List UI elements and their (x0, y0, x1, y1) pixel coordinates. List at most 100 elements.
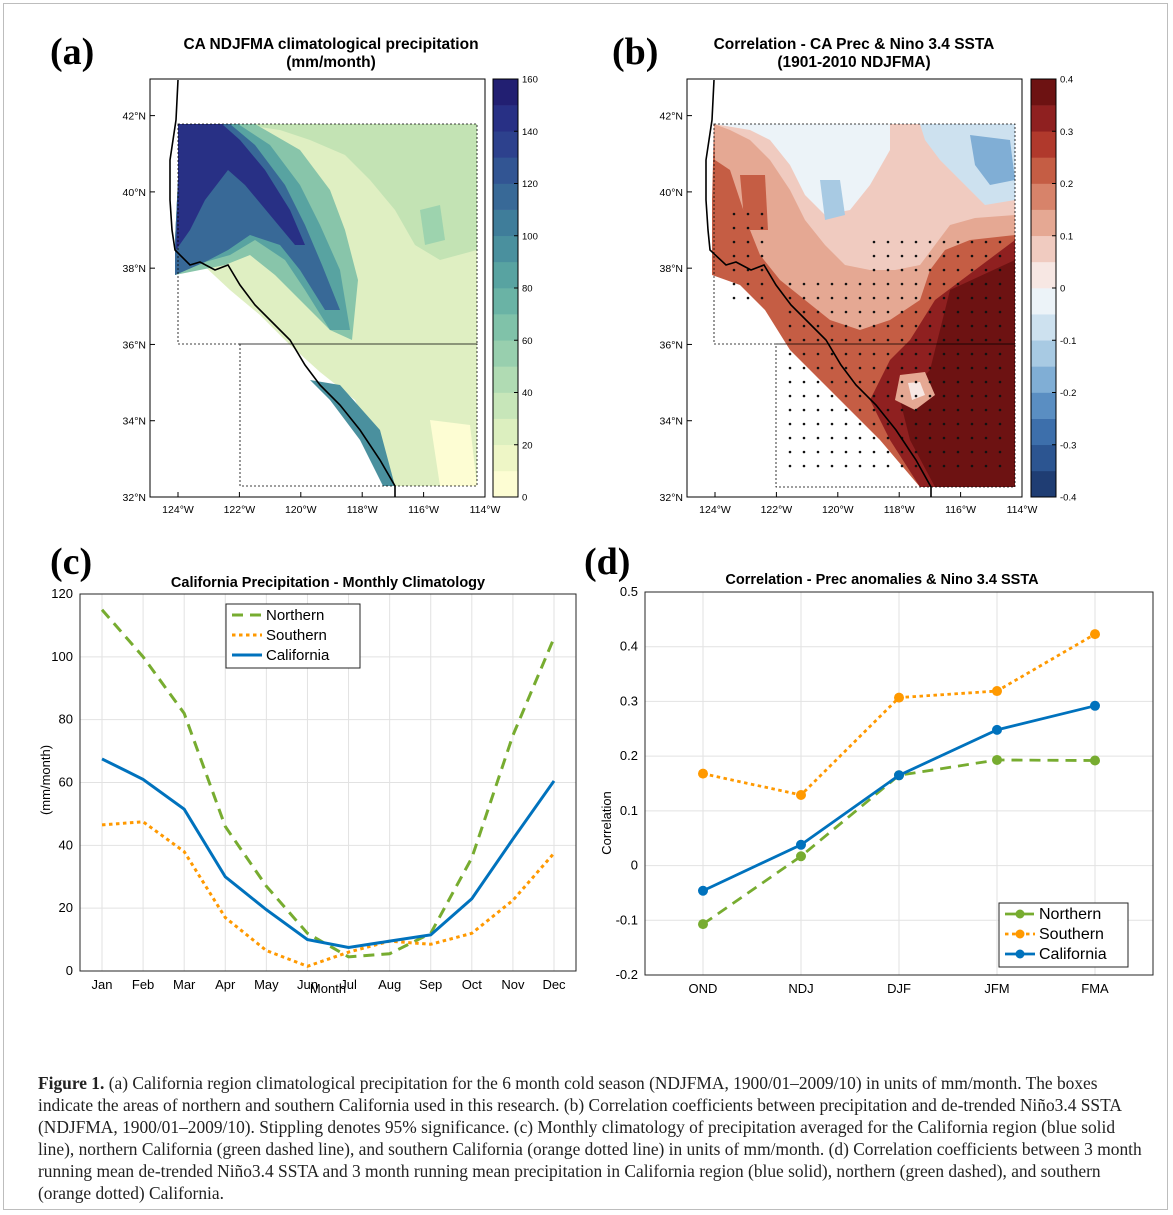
panel-d-ylabel: Correlation (599, 791, 614, 855)
lat-tick-label: 34°N (660, 416, 683, 428)
stipple-dot (858, 338, 862, 342)
colorbar-segment (1031, 235, 1056, 263)
stipple-dot (998, 282, 1002, 286)
stipple-dot (830, 436, 834, 440)
stipple-dot (942, 268, 946, 272)
stipple-dot (760, 268, 764, 272)
y-tick-label: 0 (66, 963, 73, 978)
x-tick-label: Feb (132, 977, 154, 992)
lat-tick-label: 42°N (660, 111, 683, 123)
stipple-dot (872, 296, 876, 300)
stipple-dot (886, 240, 890, 244)
figure-frame (3, 3, 1168, 1210)
lon-tick-label: 124°W (162, 504, 194, 516)
stipple-dot (970, 394, 974, 398)
stipple-dot (732, 282, 736, 286)
stipple-dot (900, 464, 904, 468)
colorbar-segment (1031, 261, 1056, 289)
stipple-dot (872, 422, 876, 426)
colorbar-tick-label: 0.4 (1060, 75, 1073, 86)
stipple-dot (760, 240, 764, 244)
stipple-dot (998, 296, 1002, 300)
colorbar-tick-label: 140 (522, 127, 538, 138)
colorbar-segment (493, 105, 518, 132)
stipple-dot (802, 380, 806, 384)
stipple-dot (872, 324, 876, 328)
colorbar-tick-label: 20 (522, 440, 533, 451)
x-tick-label: OND (689, 981, 718, 996)
stipple-dot (886, 422, 890, 426)
stipple-dot (872, 352, 876, 356)
panel-b-correlation-map: Correlation - CA Prec & Nino 3.4 SSTA (1… (660, 36, 1077, 516)
stipple-dot (998, 254, 1002, 258)
stipple-dot (900, 394, 904, 398)
stipple-dot (858, 450, 862, 454)
panel-b-lat-ticks: 32°N 34°N 36°N 38°N 40°N 42°N (660, 111, 692, 504)
stipple-dot (956, 450, 960, 454)
panel-c-axes: 0 20 40 60 80 100 120 Jan Feb Mar Apr May Jun Jul Aug S… (51, 586, 577, 992)
stipple-dot (970, 240, 974, 244)
stipple-dot (998, 436, 1002, 440)
stipple-dot (746, 296, 750, 300)
lon-tick-label: 122°W (761, 504, 793, 516)
panel-a-lon-ticks: 124°W 122°W 120°W 118°W 116°W 114°W (162, 492, 501, 516)
stipple-dot (914, 310, 918, 314)
colorbar-segment (1031, 105, 1056, 132)
lon-tick-label: 120°W (285, 504, 317, 516)
stipple-dot (816, 296, 820, 300)
stipple-dot (816, 450, 820, 454)
stipple-dot (970, 436, 974, 440)
stipple-dot (732, 226, 736, 230)
lat-tick-label: 42°N (123, 111, 146, 123)
y-tick-label: 100 (51, 649, 73, 664)
stipple-dot (970, 352, 974, 356)
stipple-dot (914, 422, 918, 426)
data-point-southern (698, 768, 708, 779)
stipple-dot (788, 408, 792, 412)
colorbar-segment (493, 314, 518, 341)
stipple-dot (956, 352, 960, 356)
x-tick-label: Apr (215, 977, 236, 992)
stipple-dot (788, 324, 792, 328)
panel-a-letter: (a) (50, 31, 95, 73)
stipple-dot (970, 282, 974, 286)
stipple-dot (942, 310, 946, 314)
colorbar-segment (1031, 131, 1056, 158)
stipple-dot (844, 296, 848, 300)
stipple-dot (970, 464, 974, 468)
data-point-california (698, 885, 708, 896)
stipple-dot (872, 310, 876, 314)
stipple-dot (732, 240, 736, 244)
stipple-dot (942, 352, 946, 356)
stipple-dot (802, 366, 806, 370)
panel-b-north-box (713, 123, 1016, 345)
caption-label: Figure 1. (38, 1073, 105, 1093)
stipple-dot (858, 282, 862, 286)
stipple-dot (830, 380, 834, 384)
colorbar-segment (493, 183, 518, 210)
lon-tick-label: 122°W (224, 504, 256, 516)
stipple-dot (830, 282, 834, 286)
y-tick-label: 0.1 (620, 803, 638, 818)
stipple-dot (984, 352, 988, 356)
y-tick-label: 60 (59, 775, 73, 790)
stipple-dot (844, 450, 848, 454)
stipple-dot (900, 422, 904, 426)
stipple-dot (914, 324, 918, 328)
stipple-dot (956, 422, 960, 426)
stipple-dot (872, 436, 876, 440)
colorbar-tick-label: 0 (522, 493, 527, 504)
stipple-dot (942, 436, 946, 440)
stipple-dot (872, 380, 876, 384)
y-tick-label: 0 (631, 858, 638, 873)
lon-tick-label: 118°W (884, 504, 915, 516)
x-tick-label: NDJ (788, 981, 813, 996)
stipple-dot (760, 282, 764, 286)
stipple-dot (984, 380, 988, 384)
stipple-dot (830, 296, 834, 300)
stipple-dot (914, 352, 918, 356)
stipple-dot (998, 464, 1002, 468)
stipple-dot (802, 394, 806, 398)
stipple-dot (746, 254, 750, 258)
stipple-dot (844, 310, 848, 314)
